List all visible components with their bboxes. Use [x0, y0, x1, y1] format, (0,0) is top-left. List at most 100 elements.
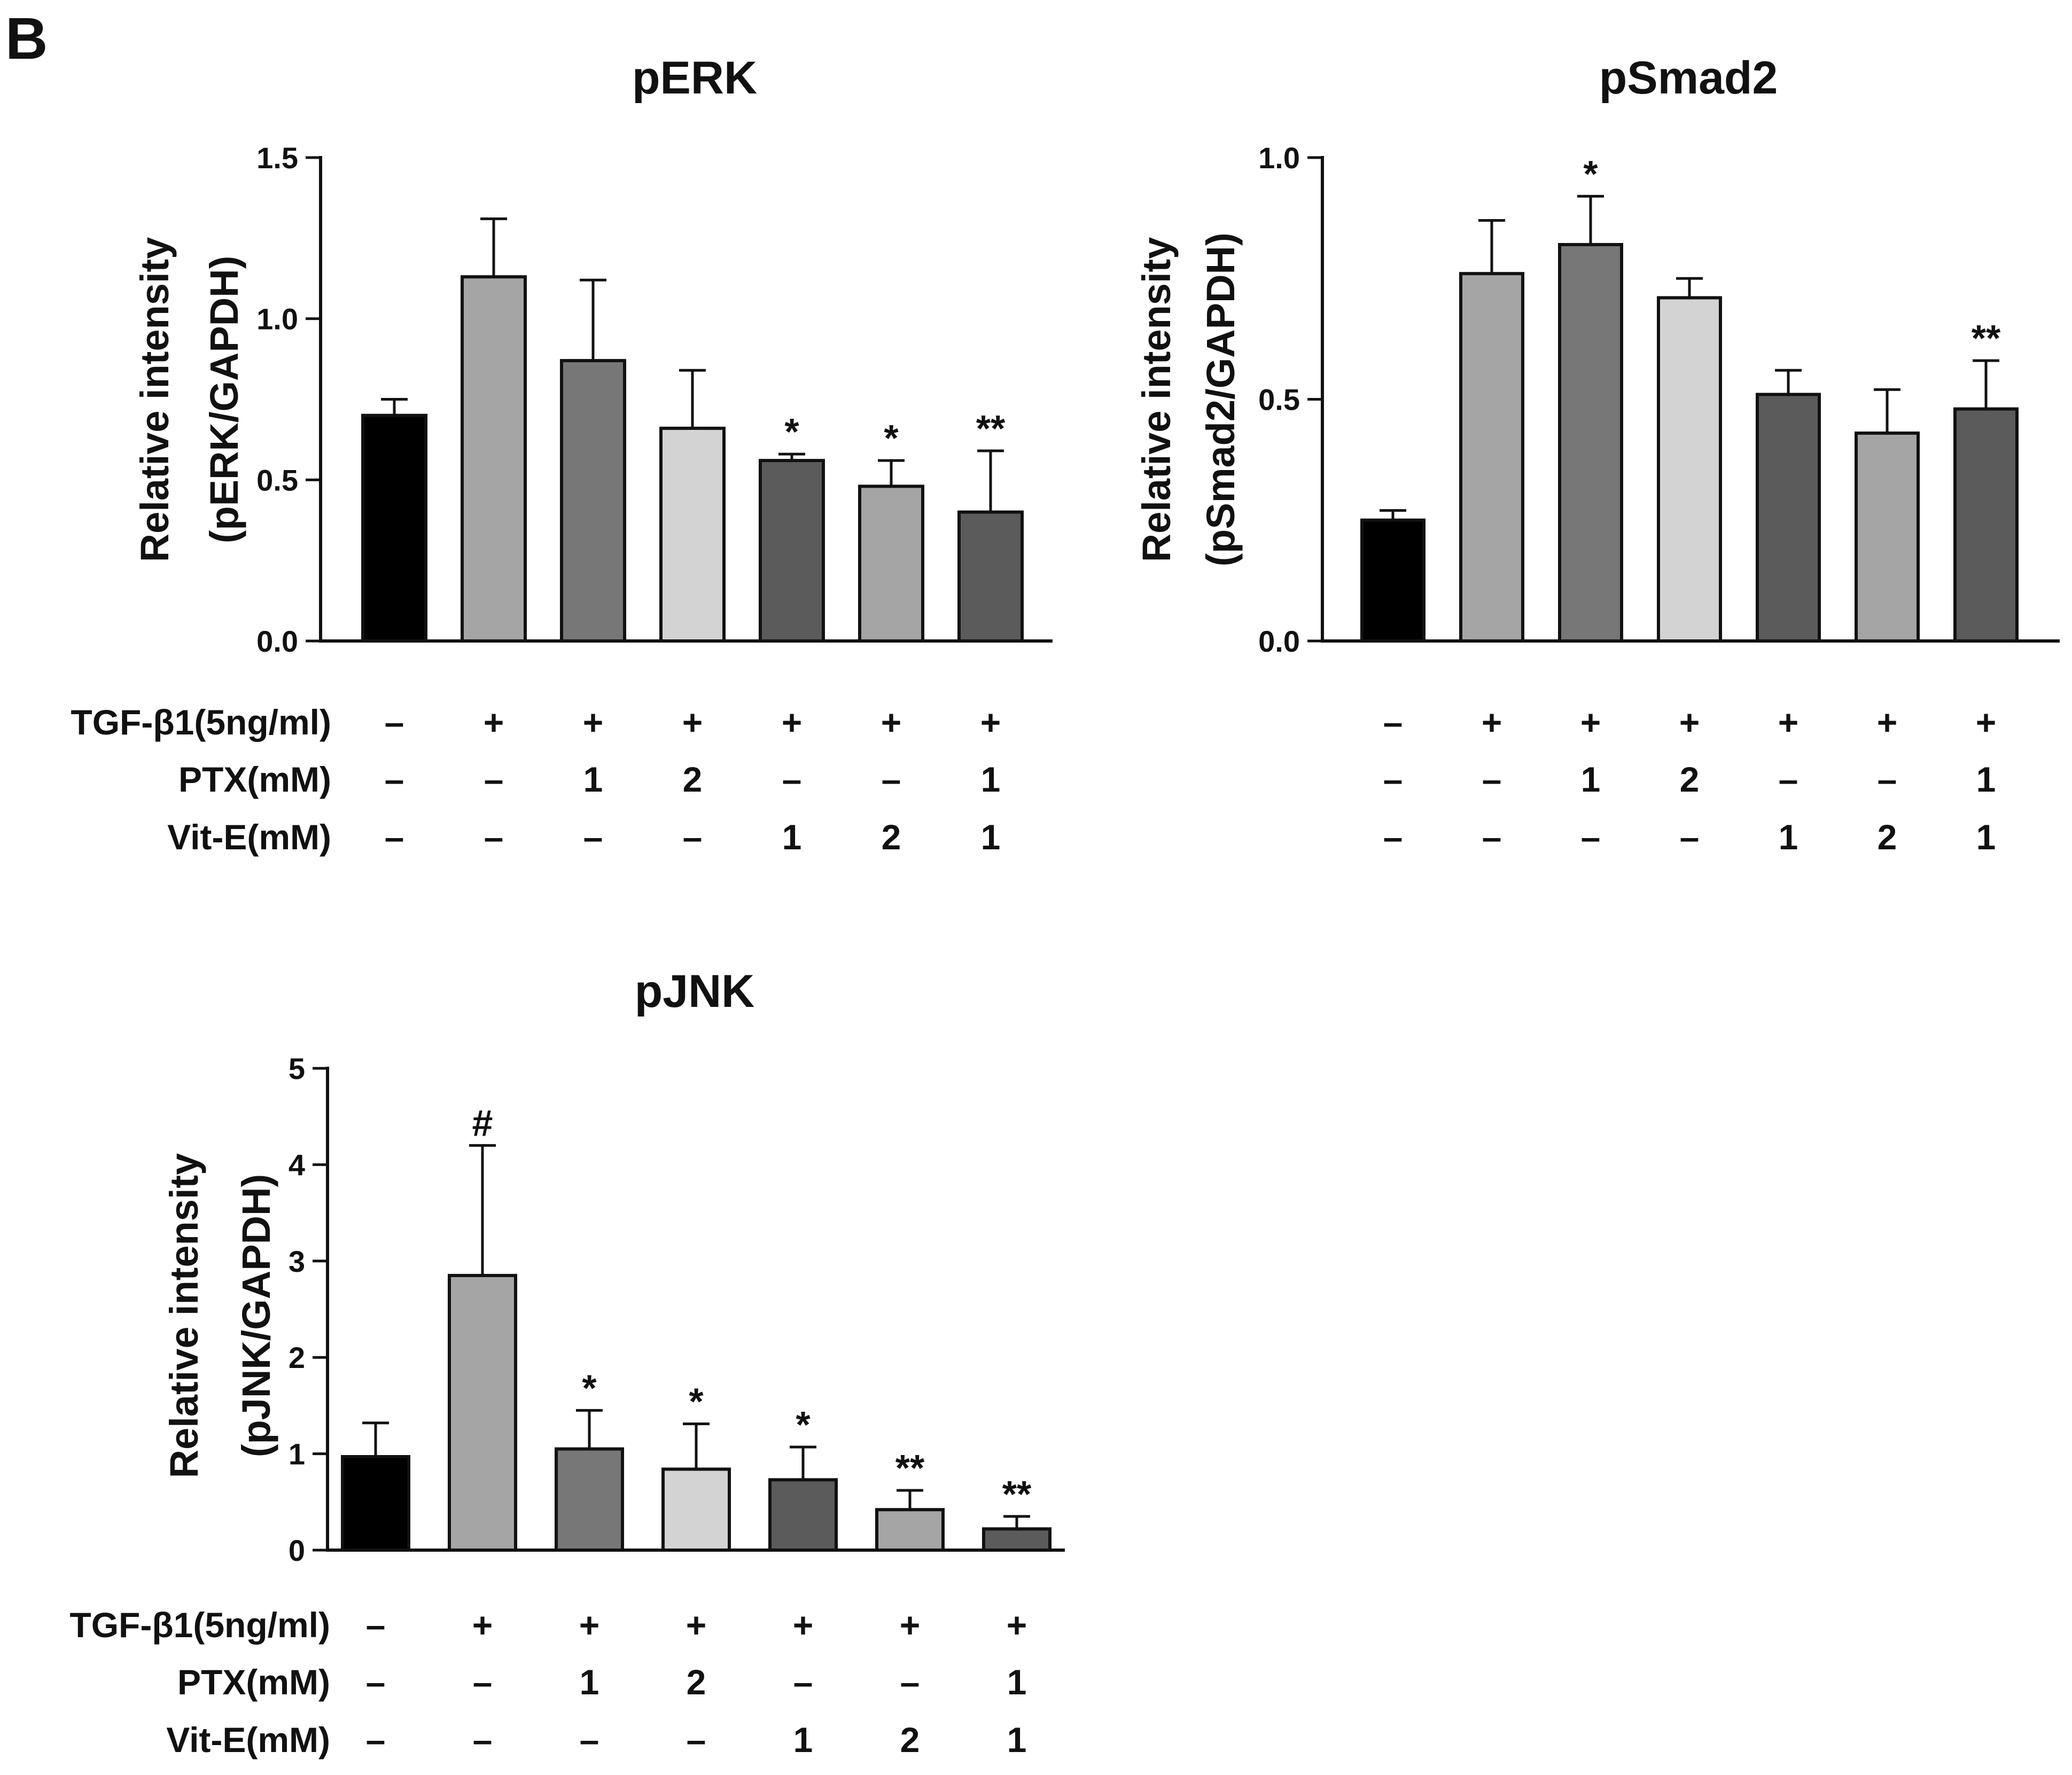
bar: [1953, 407, 2019, 643]
condition-value: –: [1581, 817, 1601, 857]
condition-value: –: [473, 1720, 493, 1760]
y-tick-label: 1.0: [1258, 141, 1300, 175]
condition-value: –: [484, 817, 504, 857]
condition-value: +: [782, 702, 803, 742]
condition-value: +: [1007, 1605, 1027, 1645]
condition-value: –: [583, 817, 603, 857]
condition-label: Vit-E(mM): [166, 1720, 330, 1760]
condition-value: +: [1679, 702, 1700, 742]
condition-value: +: [1580, 702, 1601, 742]
condition-value: +: [1976, 702, 1997, 742]
condition-value: –: [900, 1662, 920, 1702]
condition-value: –: [1383, 760, 1403, 799]
y-tick-label: 1: [289, 1437, 305, 1471]
condition-label: PTX(mM): [177, 1662, 330, 1702]
chart-psmad2: pSmad2 Relative intensity (pSmad2/GAPDH) 0.…: [1134, 52, 2060, 857]
condition-value: +: [1482, 702, 1502, 742]
condition-label: TGF-β1(5ng/ml): [69, 1605, 330, 1645]
y-axis-label: Relative intensity: [162, 1153, 206, 1479]
condition-value: +: [1877, 702, 1898, 742]
condition-value: +: [579, 1605, 600, 1645]
condition-value: 1: [1007, 1662, 1027, 1702]
significance-label: *: [689, 1381, 704, 1422]
condition-value: +: [583, 702, 604, 742]
bar: [759, 459, 825, 643]
condition-value: 2: [683, 760, 703, 799]
bar: [560, 359, 626, 643]
y-axis-label-units: (pJNK/GAPDH): [234, 1174, 278, 1457]
chart-perk: pERK Relative intensity (pERK/GAPDH) 0.0 0.5…: [71, 52, 1053, 857]
condition-value: –: [366, 1720, 386, 1760]
condition-value: 1: [981, 817, 1001, 857]
condition-value: –: [1680, 817, 1700, 857]
y-tick-label: 5: [289, 1052, 305, 1085]
condition-value: –: [1779, 760, 1798, 799]
chart-title: pERK: [632, 52, 757, 104]
condition-value: 2: [882, 817, 901, 857]
condition-value: –: [366, 1605, 386, 1645]
y-tick-label: 2: [289, 1341, 305, 1374]
condition-value: 1: [1976, 817, 1996, 857]
condition-value: –: [580, 1720, 599, 1760]
chart-title: pSmad2: [1599, 52, 1778, 104]
bar: [1657, 296, 1722, 643]
condition-value: –: [1383, 817, 1403, 857]
significance-label: *: [1583, 153, 1598, 194]
condition-label: TGF-β1(5ng/ml): [71, 702, 331, 742]
bar: [1558, 243, 1623, 643]
panel-letter: B: [5, 6, 48, 72]
condition-value: –: [366, 1662, 386, 1702]
significance-label: **: [976, 408, 1006, 449]
significance-label: *: [884, 417, 899, 459]
bar: [341, 1455, 410, 1552]
condition-value: –: [1482, 760, 1502, 799]
condition-label: PTX(mM): [178, 760, 331, 799]
condition-value: –: [385, 702, 404, 742]
condition-value: +: [881, 702, 902, 742]
significance-label: *: [784, 411, 799, 452]
condition-value: 1: [1779, 817, 1798, 857]
condition-value: –: [782, 760, 802, 799]
condition-value: 1: [1976, 760, 1996, 799]
bar: [1855, 431, 1920, 643]
bar: [875, 1508, 945, 1552]
y-tick-label: 1.0: [256, 302, 298, 336]
bar: [461, 275, 527, 643]
bar: [661, 1467, 731, 1552]
condition-value: +: [484, 702, 504, 742]
bar: [1360, 518, 1426, 643]
condition-value: –: [1383, 702, 1403, 742]
chart-pjnk: pJNK Relative intensity (pJNK/GAPDH) 0 1 2 3 4 5…: [69, 966, 1065, 1760]
significance-label: **: [1972, 317, 2001, 359]
y-tick-label: 0: [289, 1534, 305, 1567]
condition-value: –: [1482, 817, 1502, 857]
bar: [858, 484, 924, 643]
significance-label: *: [796, 1404, 811, 1445]
bar: [555, 1447, 624, 1552]
y-axis-label-units: (pSmad2/GAPDH): [1198, 233, 1243, 567]
y-tick-label: 0.0: [256, 624, 298, 658]
condition-value: 1: [1581, 760, 1601, 799]
condition-value: +: [900, 1605, 921, 1645]
y-tick-label: 0.5: [256, 463, 298, 497]
bar: [448, 1273, 517, 1552]
bar: [361, 413, 427, 643]
condition-value: –: [687, 1720, 706, 1760]
condition-value: 1: [583, 760, 603, 799]
y-axis-label: Relative intensity: [133, 237, 177, 562]
condition-value: 2: [687, 1662, 706, 1702]
bar: [659, 426, 726, 643]
y-axis-label: Relative intensity: [1134, 237, 1179, 562]
y-tick-label: 0.5: [1258, 383, 1300, 417]
significance-label: #: [472, 1102, 493, 1144]
condition-value: +: [980, 702, 1001, 742]
condition-value: +: [793, 1605, 814, 1645]
condition-value: –: [683, 817, 703, 857]
significance-label: *: [582, 1367, 597, 1409]
y-tick-label: 1.5: [256, 141, 298, 175]
chart-title: pJNK: [635, 966, 755, 1017]
bar: [1756, 393, 1821, 643]
y-axis-label-units: (pERK/GAPDH): [202, 256, 246, 544]
condition-value: +: [472, 1605, 493, 1645]
